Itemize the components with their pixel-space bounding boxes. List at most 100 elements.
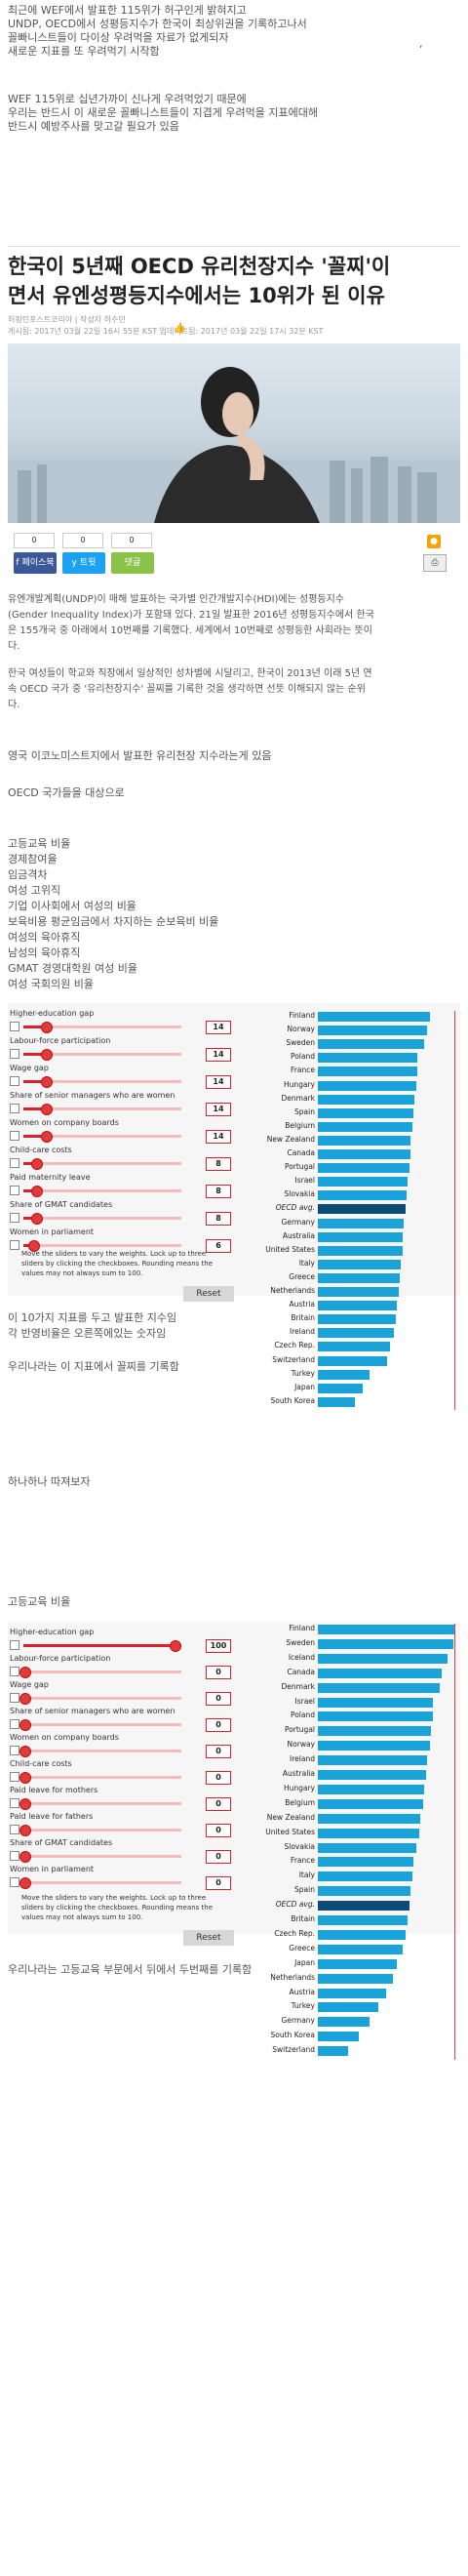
slider-knob[interactable] xyxy=(20,1825,31,1836)
lock-checkbox[interactable] xyxy=(10,1213,20,1223)
slider-label: Share of senior managers who are women xyxy=(10,1707,176,1715)
slider-track[interactable] xyxy=(23,1217,181,1220)
lock-checkbox[interactable] xyxy=(10,1240,20,1250)
lock-checkbox[interactable] xyxy=(10,1186,20,1195)
reset-button[interactable]: Reset xyxy=(183,1930,234,1946)
country-label: South Korea xyxy=(270,1395,315,1405)
lock-checkbox[interactable] xyxy=(10,1851,20,1861)
weight-value[interactable]: 8 xyxy=(206,1185,231,1198)
lock-checkbox[interactable] xyxy=(10,1049,20,1059)
slider-track[interactable] xyxy=(23,1107,181,1110)
weight-value[interactable]: 14 xyxy=(206,1075,231,1089)
slider-track[interactable] xyxy=(23,1080,181,1083)
slider-knob[interactable] xyxy=(20,1877,31,1889)
slider-track[interactable] xyxy=(23,1881,181,1884)
slider-knob[interactable] xyxy=(20,1798,31,1810)
weight-value[interactable]: 0 xyxy=(206,1850,231,1864)
thumbs-up-icon[interactable]: 👍 xyxy=(174,323,186,334)
lock-checkbox[interactable] xyxy=(10,1693,20,1703)
country-label: Netherlands xyxy=(270,1972,315,1982)
lock-checkbox[interactable] xyxy=(10,1772,20,1782)
country-bar xyxy=(318,1741,430,1751)
weight-value[interactable]: 0 xyxy=(206,1692,231,1706)
slider-track[interactable] xyxy=(23,1135,181,1138)
weight-value[interactable]: 14 xyxy=(206,1048,231,1062)
slider-knob[interactable] xyxy=(20,1719,31,1731)
slider-knob[interactable] xyxy=(31,1213,43,1225)
country-label: Germany xyxy=(281,1217,315,1227)
slider-knob[interactable] xyxy=(20,1746,31,1757)
country-bar xyxy=(318,1080,416,1091)
slider-track[interactable] xyxy=(23,1723,181,1726)
intro-line: 꼴빠니스트들이 다이상 우려먹을 자료가 없게되자 xyxy=(8,31,229,44)
weight-value[interactable]: 0 xyxy=(206,1718,231,1732)
slider-knob[interactable] xyxy=(28,1240,40,1252)
twitter-share-button[interactable]: y 트윗 xyxy=(62,552,105,574)
lock-checkbox[interactable] xyxy=(10,1746,20,1755)
slider-track[interactable] xyxy=(23,1776,181,1779)
lock-checkbox[interactable] xyxy=(10,1158,20,1168)
slider-track[interactable] xyxy=(23,1162,181,1165)
lock-checkbox[interactable] xyxy=(10,1667,20,1676)
lock-checkbox[interactable] xyxy=(10,1640,20,1650)
slider-knob[interactable] xyxy=(31,1158,43,1170)
reset-button[interactable]: Reset xyxy=(183,1286,234,1302)
weight-value[interactable]: 0 xyxy=(206,1666,231,1679)
slider-track[interactable] xyxy=(23,1697,181,1700)
slider-knob[interactable] xyxy=(41,1131,53,1143)
weight-value[interactable]: 8 xyxy=(206,1212,231,1226)
slider-track[interactable] xyxy=(23,1670,181,1673)
weight-value[interactable]: 6 xyxy=(206,1239,231,1253)
weight-value[interactable]: 0 xyxy=(206,1745,231,1758)
slider-track[interactable] xyxy=(23,1244,181,1247)
slider-label: Labour-force participation xyxy=(10,1036,111,1045)
slider-track[interactable] xyxy=(23,1750,181,1752)
slider-knob[interactable] xyxy=(20,1693,31,1705)
weight-value[interactable]: 0 xyxy=(206,1876,231,1890)
comment-button[interactable]: 댓글 xyxy=(111,552,154,574)
slider-track[interactable] xyxy=(23,1026,181,1028)
slider-knob[interactable] xyxy=(20,1667,31,1678)
lock-checkbox[interactable] xyxy=(10,1719,20,1729)
slider-knob[interactable] xyxy=(20,1772,31,1784)
country-label: OECD avg. xyxy=(275,1203,315,1213)
lock-checkbox[interactable] xyxy=(10,1877,20,1887)
slider-knob[interactable] xyxy=(41,1104,53,1115)
print-icon[interactable]: ⎙ xyxy=(423,554,447,572)
country-bar xyxy=(318,1915,408,1925)
weight-value[interactable]: 0 xyxy=(206,1771,231,1785)
weight-value[interactable]: 14 xyxy=(206,1130,231,1144)
slider-track[interactable] xyxy=(23,1855,181,1858)
country-bar xyxy=(318,1314,396,1325)
lock-checkbox[interactable] xyxy=(10,1798,20,1808)
lock-checkbox[interactable] xyxy=(10,1825,20,1834)
lock-checkbox[interactable] xyxy=(10,1022,20,1031)
slider-track[interactable] xyxy=(23,1189,181,1192)
facebook-share-button[interactable]: f 페이스북 xyxy=(14,552,57,574)
weight-value[interactable]: 8 xyxy=(206,1157,231,1171)
slider-track[interactable] xyxy=(23,1802,181,1805)
lock-checkbox[interactable] xyxy=(10,1104,20,1113)
lock-checkbox[interactable] xyxy=(10,1131,20,1141)
intro-line: 새로운 지표를 또 우려먹기 시작함 xyxy=(8,45,160,58)
slider-knob[interactable] xyxy=(20,1851,31,1863)
weight-value[interactable]: 0 xyxy=(206,1824,231,1837)
slider-knob[interactable] xyxy=(41,1049,53,1061)
divider xyxy=(8,246,460,247)
weight-value[interactable]: 100 xyxy=(206,1639,231,1653)
slider-knob[interactable] xyxy=(41,1076,53,1088)
weight-value[interactable]: 14 xyxy=(206,1103,231,1116)
slider-track[interactable] xyxy=(23,1053,181,1056)
stray-mark: , xyxy=(419,37,423,50)
country-bar xyxy=(318,1872,412,1882)
weight-value[interactable]: 14 xyxy=(206,1021,231,1034)
country-bar xyxy=(318,1638,453,1649)
slider-track[interactable] xyxy=(23,1829,181,1831)
slider-knob[interactable] xyxy=(41,1022,53,1033)
lock-checkbox[interactable] xyxy=(10,1076,20,1086)
slider-knob[interactable] xyxy=(170,1640,181,1652)
weight-value[interactable]: 0 xyxy=(206,1797,231,1811)
criteria-item: 보육비용 평균임금에서 차지하는 순보육비 비율 xyxy=(8,915,219,928)
rss-icon[interactable]: ● xyxy=(427,535,441,548)
slider-knob[interactable] xyxy=(31,1186,43,1197)
